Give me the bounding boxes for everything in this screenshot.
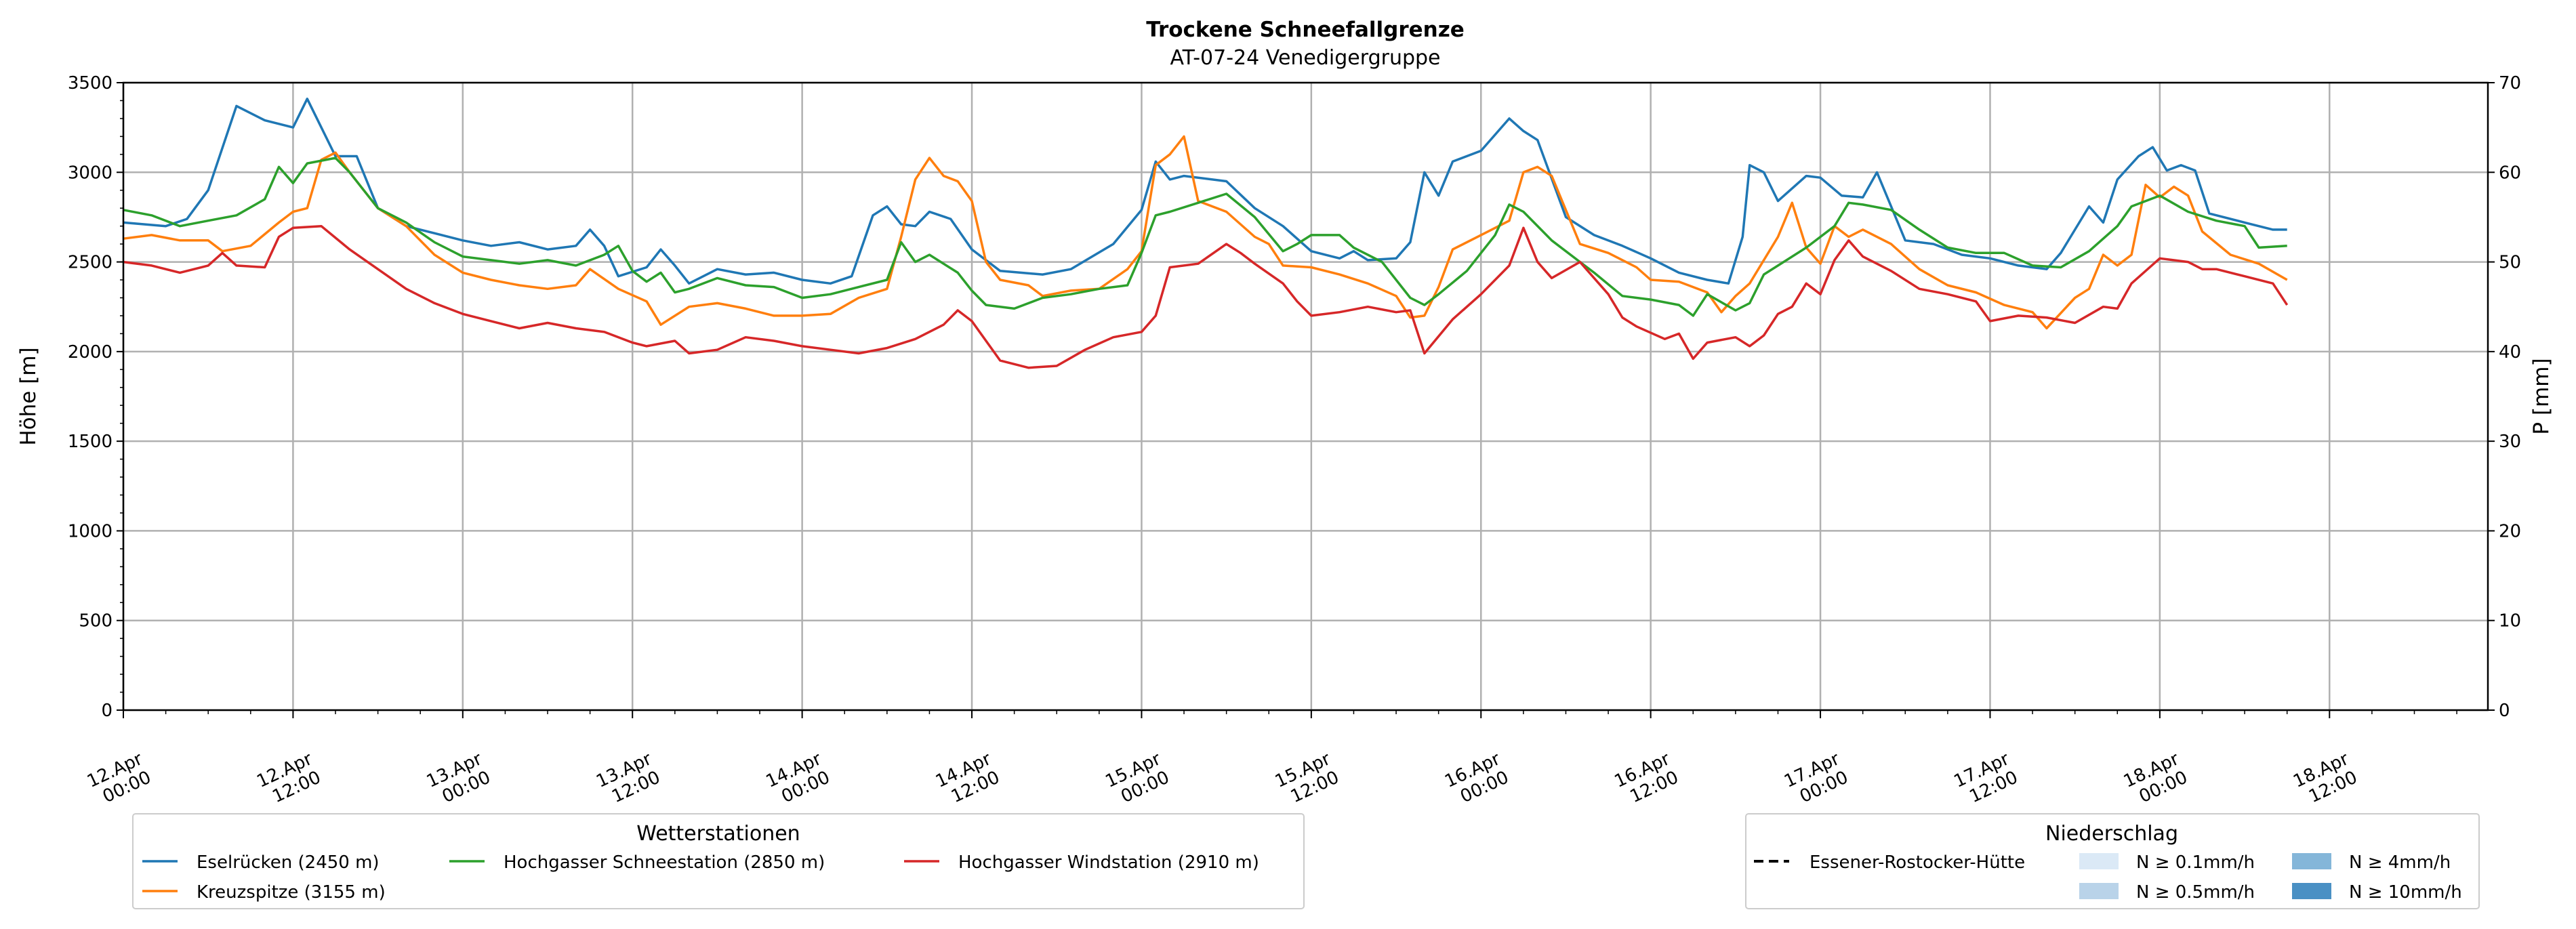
y2-axis-ticks: 0 10 20 30 40 50 60 70	[2488, 73, 2521, 721]
x-tick-label: 14.Apr12:00	[933, 749, 1003, 810]
y2-tick-label: 20	[2499, 521, 2521, 541]
y-tick-label: 2500	[68, 253, 113, 273]
legend-precipitation: Niederschlag Essener-Rostocker-Hütte N ≥…	[1745, 813, 2480, 909]
y-tick-label: 3000	[68, 163, 113, 183]
y-tick-label: 1000	[68, 521, 113, 541]
x-tick-label: 17.Apr12:00	[1951, 749, 2022, 810]
series-lines	[123, 98, 2289, 369]
legend-swatch-label-1: N ≥ 0.5mm/h	[2136, 882, 2255, 903]
legend-stations-title: Wetterstationen	[636, 822, 800, 846]
legend-label-schneestation: Hochgasser Schneestation (2850 m)	[504, 852, 825, 873]
y-tick-label: 2000	[68, 342, 113, 363]
y2-tick-label: 10	[2499, 611, 2521, 632]
x-tick-label: 14.Apr00:00	[763, 749, 834, 810]
legend-swatch-label-3: N ≥ 10mm/h	[2349, 882, 2462, 903]
series-line-2	[123, 157, 2287, 317]
x-tick-label: 18.Apr00:00	[2121, 749, 2191, 810]
plot-frame	[122, 81, 2489, 711]
y-tick-label: 500	[79, 611, 113, 632]
chart-title: Trockene Schneefallgrenze	[1146, 18, 1465, 42]
x-axis-ticks: 12.Apr00:00 12.Apr12:00 13.Apr00:00 13.Apr1…	[84, 710, 2457, 810]
legend-swatch-3	[2292, 883, 2331, 899]
y2-tick-label: 70	[2499, 73, 2521, 94]
x-tick-label: 17.Apr00:00	[1781, 749, 1852, 810]
y2-tick-label: 0	[2499, 701, 2510, 721]
legend-precip-station-label: Essener-Rostocker-Hütte	[1810, 852, 2025, 873]
series-line-0	[123, 98, 2287, 285]
y-axis-ticks: 0 500 1000 1500 2000 2500 3000 3500	[68, 73, 123, 721]
x-tick-label: 15.Apr12:00	[1272, 749, 1343, 810]
legend-precip-title: Niederschlag	[2045, 822, 2178, 846]
y-axis-label: Höhe [m]	[16, 347, 41, 445]
x-tick-label: 15.Apr00:00	[1102, 749, 1172, 810]
legend-label-kreuzspitze: Kreuzspitze (3155 m)	[197, 882, 386, 903]
legend-swatch-2	[2292, 853, 2331, 869]
legend-label-eselruecken: Eselrücken (2450 m)	[197, 852, 380, 873]
legend-swatch-label-2: N ≥ 4mm/h	[2349, 852, 2451, 873]
chart-subtitle: AT-07-24 Venedigergruppe	[1170, 46, 1440, 70]
x-tick-label: 12.Apr12:00	[253, 749, 324, 810]
series-line-3	[123, 224, 2289, 369]
x-tick-label: 18.Apr12:00	[2290, 749, 2360, 810]
legend-label-windstation: Hochgasser Windstation (2910 m)	[958, 852, 1259, 873]
legend-swatch-label-0: N ≥ 0.1mm/h	[2136, 852, 2255, 873]
legend-swatch-1	[2079, 883, 2119, 899]
x-tick-label: 13.Apr12:00	[593, 749, 663, 810]
y-tick-label: 3500	[68, 73, 113, 94]
x-tick-label: 16.Apr12:00	[1612, 749, 1682, 810]
y2-tick-label: 40	[2499, 342, 2521, 363]
series-line-1	[123, 135, 2288, 330]
legend-swatch-0	[2079, 853, 2119, 869]
legend-stations: Wetterstationen Eselrücken (2450 m) Kreu…	[132, 813, 1305, 909]
y2-tick-label: 50	[2499, 253, 2521, 273]
y-tick-label: 0	[101, 701, 113, 721]
y-tick-label: 1500	[68, 432, 113, 452]
y2-tick-label: 30	[2499, 432, 2521, 452]
x-tick-label: 13.Apr00:00	[424, 749, 494, 810]
y2-axis-label: P [mm]	[2529, 358, 2554, 434]
legend-stations-box	[132, 813, 1305, 909]
x-tick-label: 16.Apr00:00	[1442, 749, 1512, 810]
y2-tick-label: 60	[2499, 163, 2521, 183]
x-tick-label: 12.Apr00:00	[84, 749, 155, 810]
grid-lines	[122, 81, 2488, 711]
